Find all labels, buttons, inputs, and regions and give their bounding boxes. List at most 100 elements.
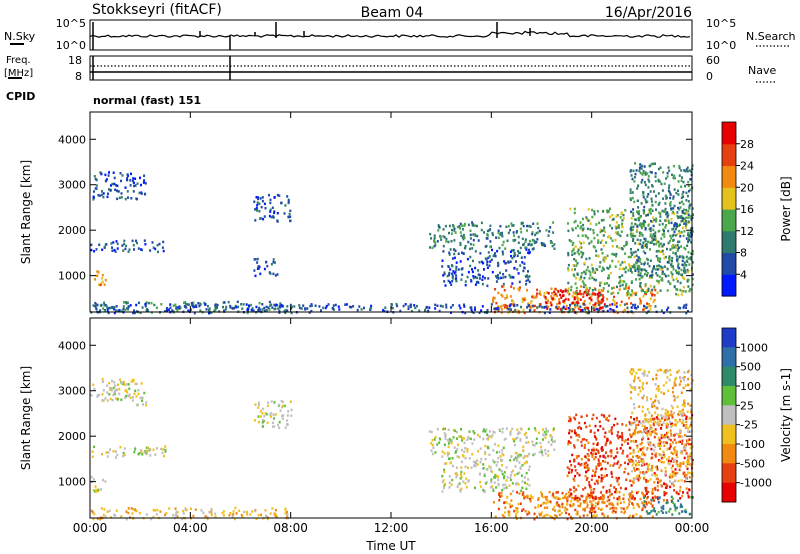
data-cell: [102, 307, 105, 310]
data-cell: [460, 234, 463, 238]
data-cell: [526, 274, 528, 277]
data-cell: [679, 376, 682, 380]
data-cell: [537, 504, 540, 507]
colorbar-swatch: [722, 405, 736, 426]
data-cell: [525, 431, 527, 435]
data-cell: [514, 238, 517, 242]
data-cell: [464, 457, 467, 460]
data-cell: [588, 286, 591, 290]
data-cell: [591, 276, 594, 279]
data-cell: [142, 403, 144, 406]
data-cell: [651, 288, 654, 292]
data-cell: [287, 198, 290, 202]
data-cell: [595, 249, 598, 253]
data-cell: [539, 303, 542, 306]
data-cell: [652, 499, 655, 502]
data-cell: [599, 291, 602, 295]
data-cell: [660, 506, 663, 509]
data-cell: [584, 443, 586, 447]
data-cell: [637, 212, 640, 216]
data-cell: [593, 278, 596, 281]
data-cell: [122, 305, 125, 308]
data-cell: [484, 245, 487, 248]
data-cell: [622, 497, 625, 500]
data-cell: [679, 235, 682, 238]
data-cell: [550, 438, 553, 442]
data-cell: [630, 484, 633, 487]
data-cell: [658, 480, 661, 483]
data-cell: [679, 206, 682, 209]
data-cell: [521, 261, 524, 264]
data-cell: [629, 446, 632, 450]
data-cell: [540, 449, 543, 452]
data-cell: [580, 415, 583, 418]
data-cell: [584, 289, 587, 292]
data-cell: [644, 198, 647, 201]
data-cell: [623, 280, 626, 283]
data-cell: [505, 466, 508, 469]
data-cell: [646, 432, 649, 435]
data-cell: [521, 464, 524, 467]
data-cell: [574, 306, 577, 309]
data-cell: [638, 169, 641, 173]
data-cell: [479, 461, 482, 464]
data-cell: [671, 256, 674, 260]
data-cell: [673, 225, 676, 228]
data-cell: [602, 287, 605, 290]
data-cell: [643, 205, 646, 209]
data-cell: [681, 273, 684, 277]
data-cell: [667, 414, 670, 418]
data-cell: [259, 217, 262, 220]
data-cell: [682, 285, 685, 289]
data-cell: [567, 267, 570, 270]
data-cell: [554, 514, 557, 517]
data-cell: [686, 455, 689, 458]
data-cell: [646, 302, 648, 305]
data-cell: [526, 494, 529, 498]
colorbar-swatch: [722, 230, 736, 254]
data-cell: [602, 460, 604, 463]
data-cell: [585, 414, 588, 417]
data-cell: [183, 304, 186, 308]
data-cell: [675, 377, 677, 380]
data-cell: [667, 306, 670, 309]
data-cell: [621, 431, 624, 435]
data-cell: [280, 399, 283, 403]
data-cell: [637, 479, 640, 482]
data-cell: [687, 457, 690, 461]
data-cell: [241, 307, 244, 310]
data-cell: [669, 202, 672, 206]
data-cell: [213, 309, 216, 313]
data-cell: [245, 303, 248, 306]
data-cell: [507, 311, 510, 314]
data-cell: [659, 180, 662, 183]
data-cell: [210, 311, 213, 314]
data-cell: [675, 258, 678, 261]
data-cell: [493, 296, 496, 300]
data-cell: [331, 306, 334, 310]
data-cell: [665, 511, 668, 514]
colorbar-tick-label: 28: [740, 138, 754, 151]
data-cell: [564, 506, 567, 510]
data-cell: [467, 223, 470, 227]
data-cell: [438, 225, 441, 229]
data-cell: [586, 492, 589, 496]
data-cell: [132, 378, 135, 382]
data-cell: [534, 506, 537, 509]
data-cell: [545, 301, 548, 305]
data-cell: [261, 308, 264, 311]
data-cell: [606, 282, 609, 285]
data-cell: [632, 265, 635, 268]
data-cell: [573, 258, 576, 261]
data-cell: [671, 513, 674, 516]
data-cell: [687, 495, 690, 499]
colorbar-swatch: [722, 386, 736, 406]
data-cell: [614, 231, 617, 234]
data-cell: [236, 300, 239, 304]
data-cell: [133, 392, 136, 395]
data-cell: [431, 443, 434, 447]
data-cell: [685, 212, 688, 215]
data-cell: [616, 422, 619, 426]
data-cell: [552, 440, 554, 444]
data-cell: [636, 259, 639, 262]
